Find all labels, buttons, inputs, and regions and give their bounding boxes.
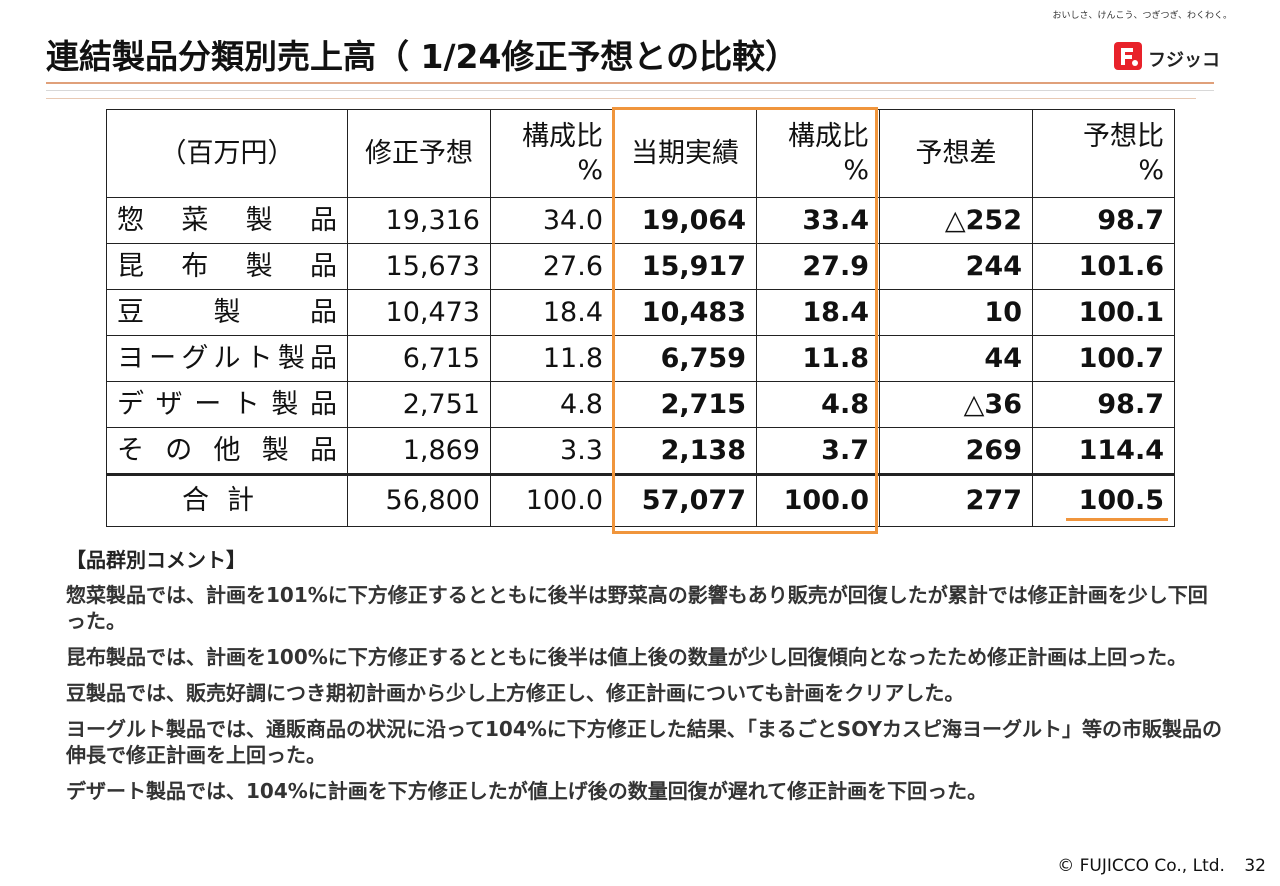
cell-ratio-forecast: 11.8 xyxy=(490,335,614,382)
cell-ratio-actual: 27.9 xyxy=(756,243,880,290)
comment-item: 昆布製品では、計画を100%に下方修正するとともに後半は値上後の数量が少し回復傾… xyxy=(66,645,1188,669)
cell-ratio-forecast: 18.4 xyxy=(490,289,614,336)
cell-ratio-forecast: 4.8 xyxy=(490,381,614,428)
total-label: 合計 xyxy=(106,473,348,527)
footer: © FUJICCO Co., Ltd. 32 xyxy=(1043,856,1266,876)
cell-ratio-actual: 4.8 xyxy=(756,381,880,428)
cell-forecast: 15,673 xyxy=(347,243,491,290)
cell-ratio-forecast: 3.3 xyxy=(490,427,614,475)
row-label: 惣菜製品 xyxy=(106,197,348,244)
cell-ratio-vs-forecast: 100.7 xyxy=(1032,335,1175,382)
header-ratio-actual-top: 構成比 xyxy=(788,120,869,152)
cell-actual: 6,759 xyxy=(613,335,757,382)
cell-difference: △252 xyxy=(879,197,1033,244)
comment-item: 惣菜製品では、計画を101%に下方修正するとともに後半は野菜高の影響もあり販売が… xyxy=(66,583,1208,633)
fujicco-mark-icon xyxy=(1114,42,1142,70)
page-number: 32 xyxy=(1244,856,1266,876)
total-forecast: 56,800 xyxy=(347,473,491,527)
comments-heading: 【品群別コメント】 xyxy=(66,548,246,572)
total-ratio-underline xyxy=(1066,518,1168,521)
comment-item: ヨーグルト製品では、通販商品の状況に沿って104%に下方修正した結果、「まるごと… xyxy=(66,717,1222,767)
cell-forecast: 19,316 xyxy=(347,197,491,244)
cell-ratio-vs-forecast: 101.6 xyxy=(1032,243,1175,290)
table-row: 惣菜製品 19,316 34.0 19,064 33.4 △252 98.7 xyxy=(106,197,1175,244)
header-revised-forecast: 修正予想 xyxy=(347,109,491,198)
title-divider-accent xyxy=(46,98,1196,99)
comment-item: デザート製品では、104%に計画を下方修正したが値上げ後の数量回復が遅れて修正計… xyxy=(66,779,988,803)
cell-ratio-actual: 3.7 xyxy=(756,427,880,475)
cell-difference: 244 xyxy=(879,243,1033,290)
cell-ratio-vs-forecast: 114.4 xyxy=(1032,427,1175,475)
table-row: デザート製品 2,751 4.8 2,715 4.8 △36 98.7 xyxy=(106,381,1175,428)
header-ratio-forecast-unit: % xyxy=(577,154,603,186)
cell-ratio-forecast: 27.6 xyxy=(490,243,614,290)
cell-ratio-vs-forecast: 98.7 xyxy=(1032,381,1175,428)
table-row: ヨーグルト製品 6,715 11.8 6,759 11.8 44 100.7 xyxy=(106,335,1175,382)
comments-list: 惣菜製品では、計画を101%に下方修正するとともに後半は野菜高の影響もあり販売が… xyxy=(66,582,1226,814)
total-difference: 277 xyxy=(879,473,1033,527)
logo-brand-name: フジッコ xyxy=(1148,50,1220,71)
table-row: 昆布製品 15,673 27.6 15,917 27.9 244 101.6 xyxy=(106,243,1175,290)
table-row: 豆製品 10,473 18.4 10,483 18.4 10 100.1 xyxy=(106,289,1175,336)
total-ratio-forecast: 100.0 xyxy=(490,473,614,527)
header-actual: 当期実績 xyxy=(613,109,757,198)
cell-forecast: 2,751 xyxy=(347,381,491,428)
row-label: 豆製品 xyxy=(106,289,348,336)
row-label: 昆布製品 xyxy=(106,243,348,290)
cell-forecast: 1,869 xyxy=(347,427,491,475)
table-total-row: 合計 56,800 100.0 57,077 100.0 277 100.5 xyxy=(106,473,1175,527)
row-label: ヨーグルト製品 xyxy=(106,335,348,382)
table-row: その他製品 1,869 3.3 2,138 3.7 269 114.4 xyxy=(106,427,1175,475)
header-unit: （百万円） xyxy=(106,109,348,198)
logo-tagline: おいしさ、けんこう、つぎつぎ、わくわく。 xyxy=(1052,11,1232,21)
title-divider xyxy=(46,82,1214,84)
total-ratio-actual: 100.0 xyxy=(756,473,880,527)
cell-difference: △36 xyxy=(879,381,1033,428)
header-ratio-actual-unit: % xyxy=(843,154,869,186)
cell-ratio-vs-forecast: 100.1 xyxy=(1032,289,1175,336)
cell-ratio-actual: 11.8 xyxy=(756,335,880,382)
total-actual: 57,077 xyxy=(613,473,757,527)
page-title: 連結製品分類別売上高（ 1/24修正予想との比較） xyxy=(46,37,799,76)
cell-difference: 44 xyxy=(879,335,1033,382)
header-ratio-vs-forecast: 予想比 % xyxy=(1032,109,1175,198)
sales-comparison-table: （百万円） 修正予想 構成比 % 当期実績 構成比 % 予想差 予想比 % 惣菜… xyxy=(106,109,1175,527)
table-header-row: （百万円） 修正予想 構成比 % 当期実績 構成比 % 予想差 予想比 % xyxy=(106,109,1175,198)
header-ratio-forecast-top: 構成比 xyxy=(522,120,603,152)
cell-forecast: 10,473 xyxy=(347,289,491,336)
cell-ratio-actual: 33.4 xyxy=(756,197,880,244)
header-ratio-vs-forecast-unit: % xyxy=(1138,154,1164,186)
cell-actual: 2,715 xyxy=(613,381,757,428)
title-divider-thin xyxy=(46,90,1214,91)
header-ratio-forecast: 構成比 % xyxy=(490,109,614,198)
copyright: © FUJICCO Co., Ltd. xyxy=(1057,856,1225,876)
cell-forecast: 6,715 xyxy=(347,335,491,382)
comment-item: 豆製品では、販売好調につき期初計画から少し上方修正し、修正計画についても計画をク… xyxy=(66,681,965,705)
header-ratio-vs-forecast-top: 予想比 xyxy=(1083,120,1164,152)
header-difference: 予想差 xyxy=(879,109,1033,198)
cell-actual: 10,483 xyxy=(613,289,757,336)
cell-actual: 2,138 xyxy=(613,427,757,475)
cell-actual: 19,064 xyxy=(613,197,757,244)
cell-ratio-vs-forecast: 98.7 xyxy=(1032,197,1175,244)
cell-difference: 10 xyxy=(879,289,1033,336)
row-label: デザート製品 xyxy=(106,381,348,428)
row-label: その他製品 xyxy=(106,427,348,475)
cell-actual: 15,917 xyxy=(613,243,757,290)
company-logo: おいしさ、けんこう、つぎつぎ、わくわく。 フジッコ xyxy=(1052,6,1236,76)
cell-ratio-forecast: 34.0 xyxy=(490,197,614,244)
cell-difference: 269 xyxy=(879,427,1033,475)
header-ratio-actual: 構成比 % xyxy=(756,109,880,198)
cell-ratio-actual: 18.4 xyxy=(756,289,880,336)
